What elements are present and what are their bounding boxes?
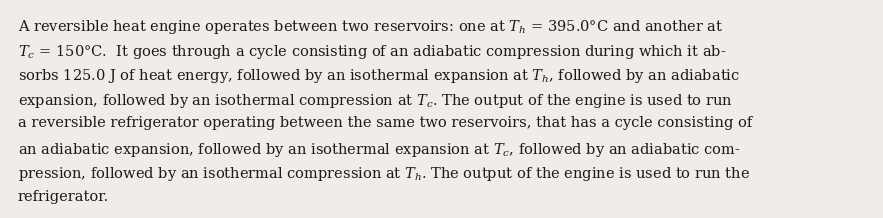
Text: A reversible heat engine operates between two reservoirs: one at $T_h$ = 395.0°C: A reversible heat engine operates betwee… — [18, 18, 723, 36]
Text: sorbs 125.0 J of heat energy, followed by an isothermal expansion at $T_h$, foll: sorbs 125.0 J of heat energy, followed b… — [18, 67, 740, 85]
Text: expansion, followed by an isothermal compression at $T_c$. The output of the eng: expansion, followed by an isothermal com… — [18, 92, 733, 109]
Text: pression, followed by an isothermal compression at $T_h$. The output of the engi: pression, followed by an isothermal comp… — [18, 165, 750, 183]
Text: a reversible refrigerator operating between the same two reservoirs, that has a : a reversible refrigerator operating betw… — [18, 116, 752, 130]
Text: $T_c$ = 150°C.  It goes through a cycle consisting of an adiabatic compression d: $T_c$ = 150°C. It goes through a cycle c… — [18, 43, 727, 61]
Text: refrigerator.: refrigerator. — [18, 189, 109, 203]
Text: an adiabatic expansion, followed by an isothermal expansion at $T_c$, followed b: an adiabatic expansion, followed by an i… — [18, 140, 741, 158]
